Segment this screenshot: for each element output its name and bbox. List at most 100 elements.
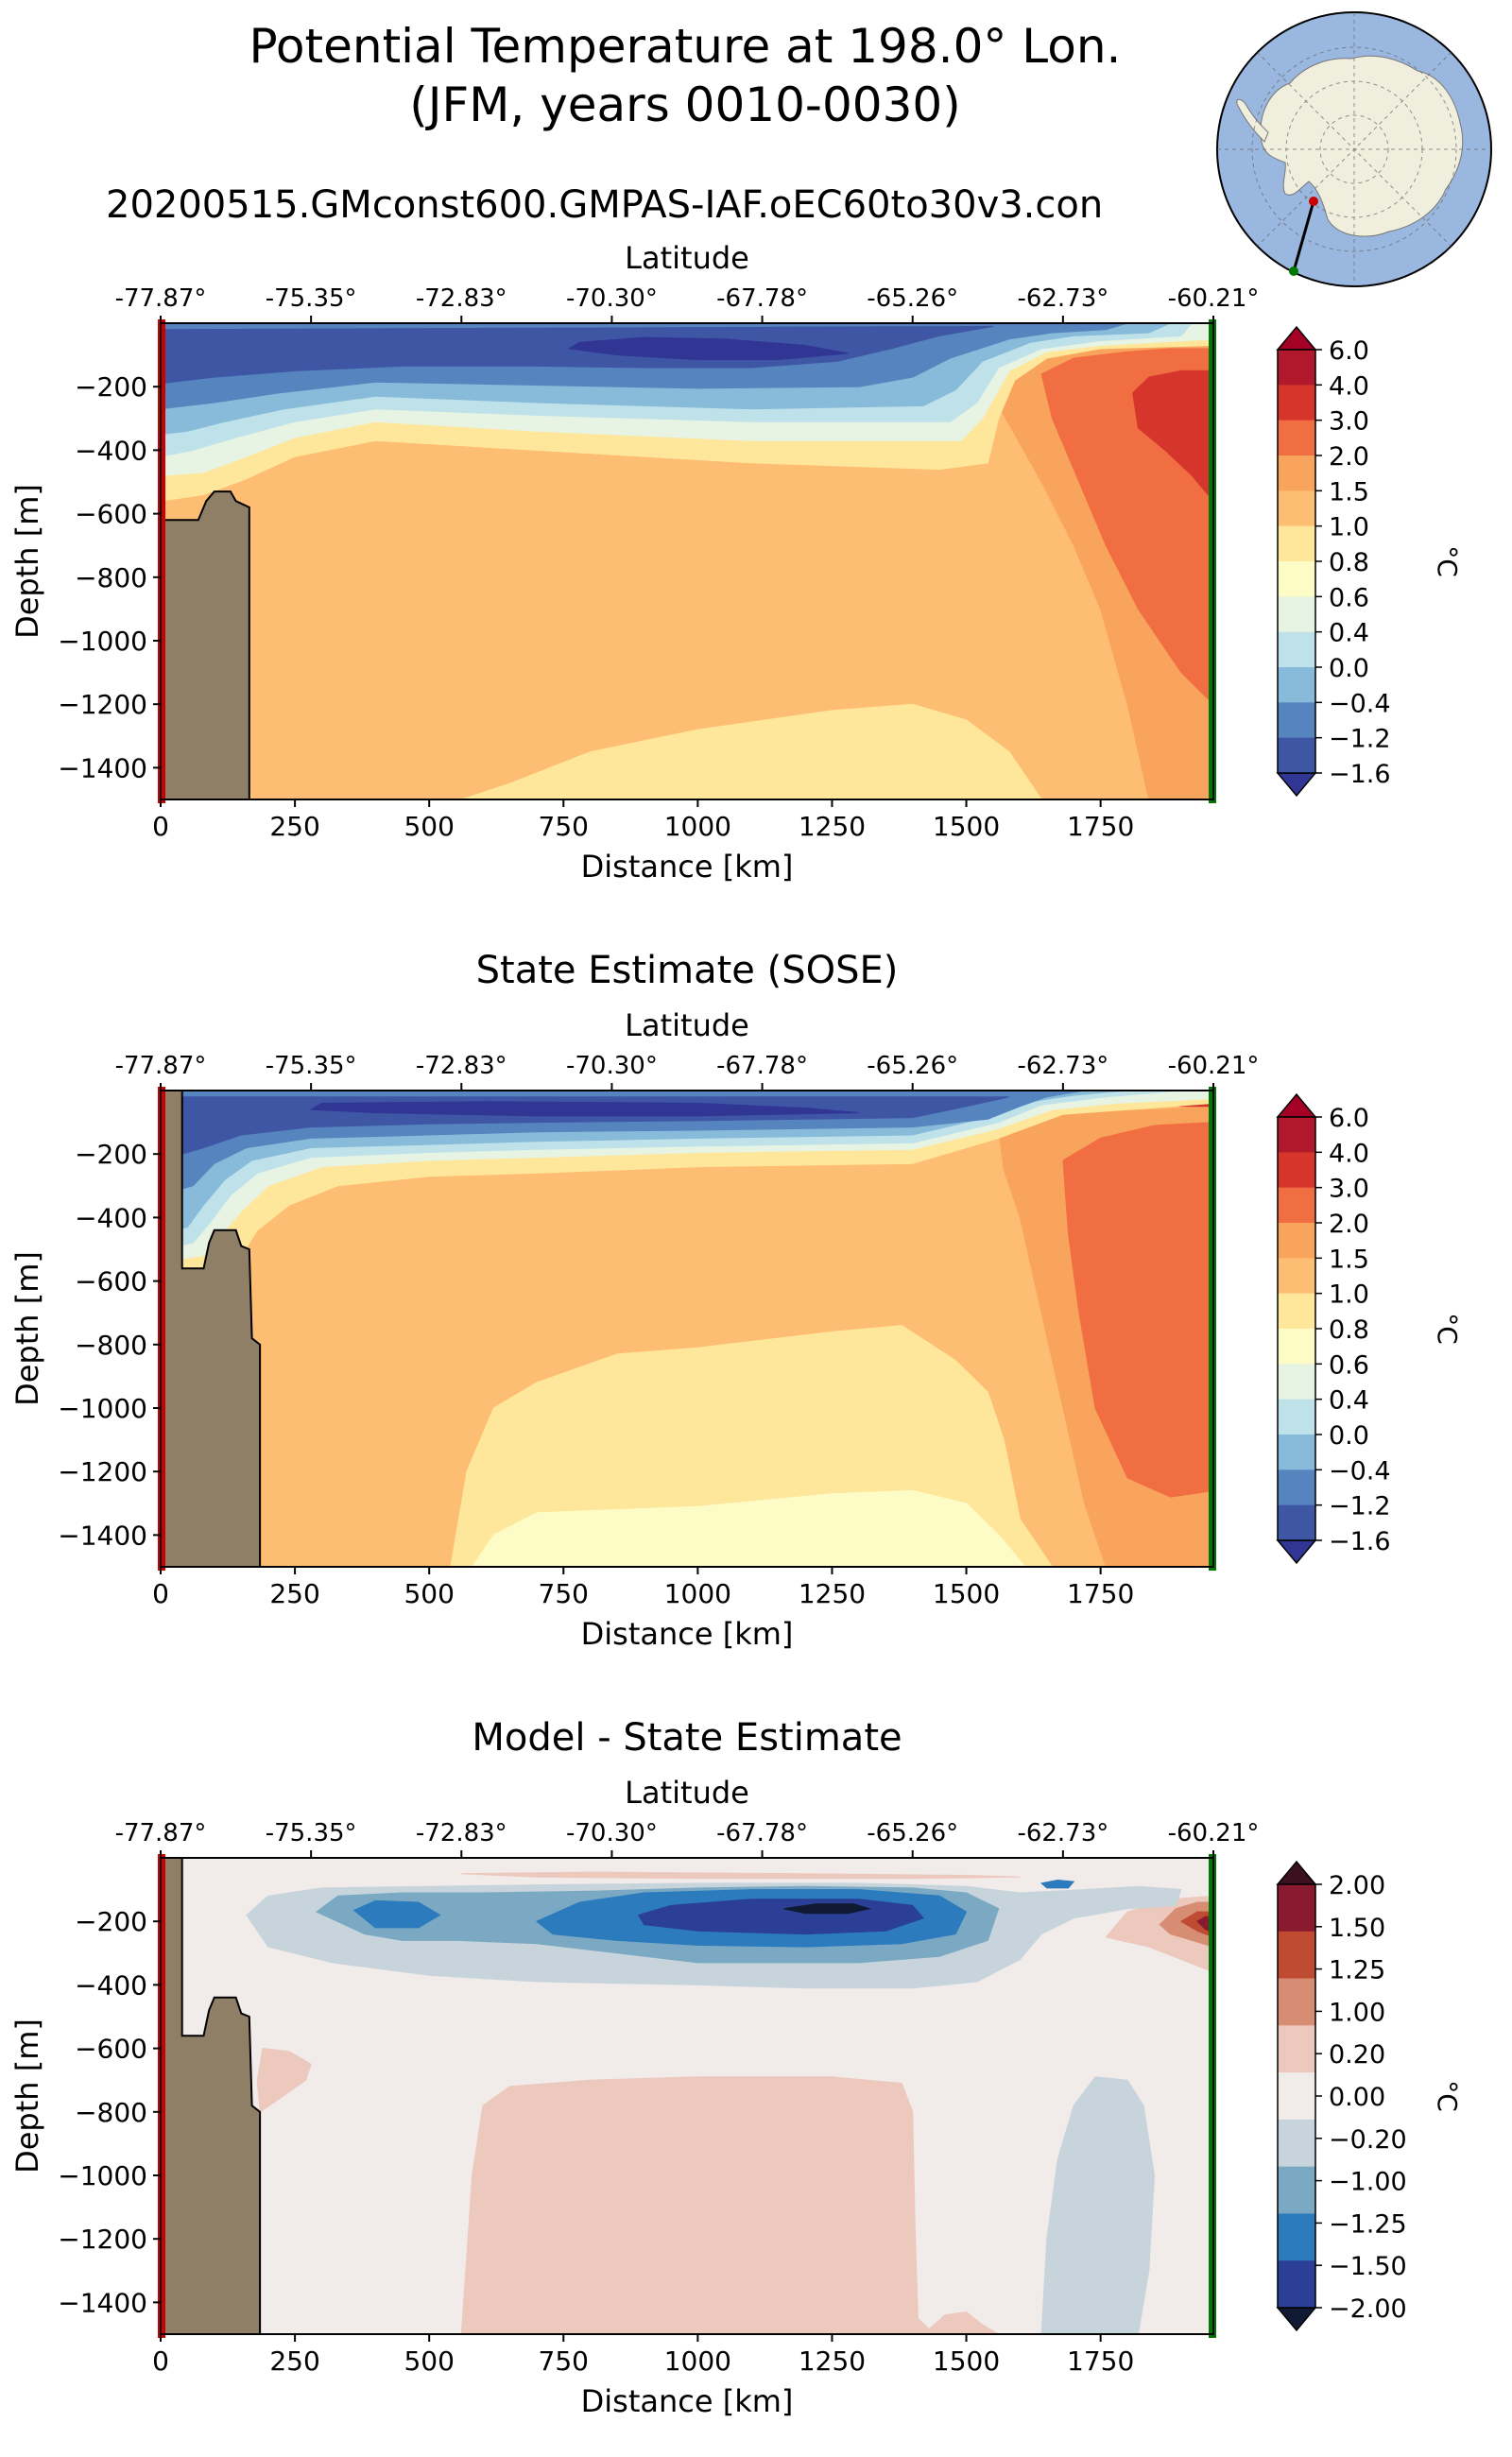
contour-region-9 [161,325,994,385]
x-tick-label: 1000 [664,2345,731,2377]
colorbar-tick-label: 1.0 [1329,1280,1369,1310]
colorbar-tick-label: −0.4 [1329,1456,1391,1486]
bathymetry [161,1858,262,2334]
x-tick-label: 1500 [933,2345,1000,2377]
colorbar-segment [1278,490,1315,527]
y-tick-label: −600 [75,499,147,530]
lat-tick-label: -62.73° [1017,284,1108,313]
colorbar-tick-label: 3.0 [1329,407,1369,437]
x-tick-label: 1250 [799,2345,866,2377]
contour-region-2 [256,2048,312,2113]
colorbar-tick-label: 6.0 [1329,336,1369,366]
colorbar-label: °C [1432,1313,1463,1345]
colorbar-segment [1278,1187,1315,1224]
colorbar-tick-label: −1.2 [1329,725,1391,754]
x-tick-label: 1250 [799,811,866,842]
panel-bias: Model - State Estimate 0 250 500 750 1000 1250… [9,1716,1463,2419]
contour-region-1 [472,1489,1026,1567]
plot-frame [160,322,1214,800]
colorbar-segment [1278,455,1315,491]
lat-tick-label: -72.83° [416,1819,507,1847]
figure-title-line1: Potential Temperature at 198.0° Lon. [249,19,1122,74]
colorbar-tick-label: −1.6 [1329,760,1391,789]
x-tick-label: 0 [152,811,169,842]
colorbar-max-arrow [1276,1092,1317,1118]
lat-tick-label: -70.30° [566,284,658,313]
colorbar-segment [1278,1435,1315,1470]
y-tick-label: −1000 [58,626,147,657]
lat-tick-label: -60.21° [1168,1052,1260,1080]
colorbar-tick-label: 4.0 [1329,1139,1369,1168]
x-tick-label: 1750 [1067,1578,1134,1609]
colorbar-min-arrow [1276,2307,1317,2332]
contour-region-14 [783,1903,872,1915]
lat-tick-label: -62.73° [1017,1052,1108,1080]
colorbar-tick-label: 0.20 [1329,2040,1385,2070]
colorbar-segment [1278,2166,1315,2214]
contour-region-0 [460,2076,936,2334]
colorbar-max-arrow [1276,325,1317,351]
lat-tick-label: -62.73° [1017,1819,1108,1847]
x-tick-label: 0 [152,1578,169,1609]
bathymetry [161,490,250,799]
colorbar-tick-label: 6.0 [1329,1104,1369,1133]
colorbar-tick-label: 2.0 [1329,1210,1369,1239]
colorbar-segment [1278,737,1315,774]
y-tick-label: −600 [75,1266,147,1297]
plot-area [161,1858,1213,2334]
contour-region-3 [1062,1122,1213,1498]
y-tick-label: −1400 [58,2287,147,2318]
y-tick-label: −800 [75,562,147,593]
colorbar-tick-label: −1.25 [1329,2209,1407,2239]
colorbar-max-arrow [1276,1860,1317,1885]
colorbar-tick-label: 0.8 [1329,548,1369,577]
bathymetry [161,1091,262,1567]
colorbar-segment [1278,2119,1315,2168]
lat-tick-label: -65.26° [867,284,958,313]
colorbar-segment [1278,2213,1315,2261]
colorbar-segment [1278,525,1315,562]
x-tick-label: 0 [152,2345,169,2377]
figure-title-line2: (JFM, years 0010-0030) [409,77,960,132]
colorbar-segment [1278,1364,1315,1400]
antarctica-land [1260,55,1464,237]
lat-tick-label: -75.35° [266,1052,357,1080]
x-tick-label: 500 [404,1578,454,1609]
colorbar-tick-label: 0.0 [1329,1421,1369,1451]
colorbar-segment [1278,2072,1315,2121]
contour-region-11 [352,1899,441,1929]
colorbar: 6.0 4.0 3.0 2.0 1.5 1.0 0.8 0.6 0.4 0.0 −0.4 −1.2 −1… [1276,1092,1463,1565]
map-grid [1217,12,1491,286]
colorbar-segment [1278,1469,1315,1506]
colorbar-tick-label: 1.25 [1329,1956,1385,1985]
y-tick-label: −1400 [58,1520,147,1551]
colorbar-tick-label: −2.00 [1329,2294,1407,2324]
colorbar-segment [1278,1504,1315,1541]
antarctic-peninsula [1236,98,1269,143]
contour-region-8 [1040,2076,1156,2334]
lat-tick-label: -72.83° [416,284,507,313]
colorbar-tick-label: −0.4 [1329,689,1391,718]
colorbar-tick-label: 3.0 [1329,1175,1369,1204]
colorbar-segment [1278,1329,1315,1365]
x-tick-label: 500 [404,2345,454,2377]
x-tick-label: 1500 [933,1578,1000,1609]
colorbar-segment [1278,702,1315,739]
lat-tick-label: -67.78° [716,1819,808,1847]
colorbar-segment [1278,1293,1315,1330]
colorbar-min-arrow [1276,1539,1317,1565]
y-tick-label: −800 [75,2097,147,2128]
y-axis-label: Depth [m] [9,2019,45,2174]
colorbar-tick-label: 0.6 [1329,1350,1369,1380]
colorbar-segment [1278,631,1315,668]
y-axis-label: Depth [m] [9,484,45,639]
colorbar-label: °C [1432,545,1463,577]
colorbar-tick-label: 1.0 [1329,513,1369,542]
colorbar-tick-label: 1.5 [1329,477,1369,507]
lat-tick-label: -77.87° [115,1052,207,1080]
colorbar-tick-label: 0.4 [1329,1386,1369,1416]
colorbar-segment [1278,596,1315,633]
lat-tick-label: -60.21° [1168,1819,1260,1847]
colorbar-tick-label: −0.20 [1329,2125,1407,2155]
plot-frame [160,1857,1214,2335]
